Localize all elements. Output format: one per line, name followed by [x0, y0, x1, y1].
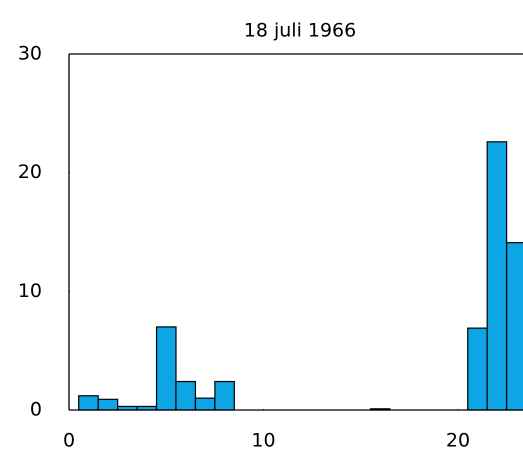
bar	[467, 327, 488, 411]
y-tick-label: 30	[18, 43, 42, 65]
x-tick-label: 0	[63, 430, 75, 452]
bar	[194, 397, 216, 411]
y-tick-label: 0	[30, 399, 42, 421]
bar	[97, 398, 119, 411]
bar	[78, 395, 99, 411]
chart-title: 18 juli 1966	[244, 20, 357, 42]
bar	[506, 242, 523, 411]
bar	[214, 380, 235, 411]
x-tick-label: 20	[446, 430, 470, 452]
bar	[486, 141, 508, 411]
plot-area	[78, 141, 523, 411]
y-tick-label: 20	[18, 161, 42, 183]
x-tick-label: 10	[251, 430, 275, 452]
bar	[175, 380, 197, 411]
y-tick-label: 10	[18, 280, 42, 302]
bar	[155, 326, 177, 411]
